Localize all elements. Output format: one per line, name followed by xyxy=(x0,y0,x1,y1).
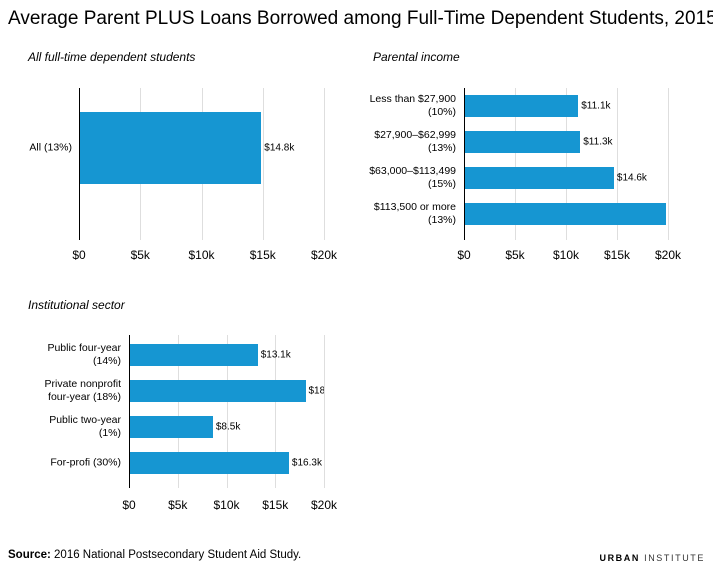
grid-line xyxy=(226,335,228,488)
x-tick-label: $0 xyxy=(72,248,86,262)
grid-line xyxy=(324,335,325,488)
grid-line xyxy=(177,335,179,488)
grid-line xyxy=(566,88,567,240)
y-axis-line xyxy=(79,88,80,240)
subplot-title: Parental income xyxy=(373,50,460,64)
y-tick-label: For-profi (30%) xyxy=(50,456,121,469)
page-title: Average Parent PLUS Loans Borrowed among… xyxy=(8,8,713,29)
x-tick-label: $15k xyxy=(603,248,631,262)
value-label: $18 xyxy=(308,385,325,397)
grid-line xyxy=(262,88,264,240)
source-label: Source: xyxy=(8,549,51,561)
logo-bold: URBAN xyxy=(599,553,640,563)
y-tick-label: $63,000–$113,499 (15%) xyxy=(369,165,456,190)
y-tick-label: Private nonprofit four-year (18%) xyxy=(44,378,121,403)
x-tick-label: $0 xyxy=(457,248,471,262)
value-label: $8.5k xyxy=(215,421,241,433)
plot-area: $11.1k $11.3k $14.6k xyxy=(464,0,668,569)
bar xyxy=(130,452,289,474)
x-tick-label: $20k xyxy=(310,498,338,512)
x-tick-label: $10k xyxy=(213,498,240,512)
logo: URBAN INSTITUTE xyxy=(599,553,705,563)
x-tick-label: $15k xyxy=(262,498,289,512)
x-tick-label: $5k xyxy=(130,248,150,262)
logo-light: INSTITUTE xyxy=(644,553,705,563)
value-label: $16.3k xyxy=(291,457,322,469)
value-label: $14.6k xyxy=(616,172,647,184)
y-tick-label: Less than $27,900 (10%) xyxy=(369,93,456,118)
bar xyxy=(465,167,614,189)
grid-line xyxy=(668,88,669,240)
value-label: $11.3k xyxy=(583,136,613,148)
value-label: $13.1k xyxy=(260,349,291,361)
value-label: $11.1k xyxy=(581,100,611,112)
grid-line xyxy=(324,88,325,240)
grid-line xyxy=(275,335,277,488)
bar xyxy=(465,95,579,117)
subplot-title: Institutional sector xyxy=(28,298,125,312)
bar xyxy=(465,131,581,153)
bar xyxy=(130,380,306,402)
y-axis-line xyxy=(464,88,465,240)
subplot-title: All full-time dependent students xyxy=(28,50,196,64)
x-tick-label: $20k xyxy=(654,248,682,262)
y-tick-label: $113,500 or more (13%) xyxy=(373,201,456,226)
bar xyxy=(130,416,213,438)
plot-area: $14.8k xyxy=(79,0,324,569)
x-tick-label: $0 xyxy=(122,498,136,512)
y-tick-label: $27,900–$62,999 (13%) xyxy=(374,129,456,154)
grid-line xyxy=(617,88,618,240)
y-axis-line xyxy=(129,335,130,488)
y-tick-label: Public two-year (1%) xyxy=(49,414,121,439)
x-tick-label: $10k xyxy=(188,248,215,262)
y-tick-label: All (13%) xyxy=(29,141,72,154)
source-text: 2016 National Postsecondary Student Aid … xyxy=(54,549,302,561)
x-tick-label: $5k xyxy=(168,498,188,512)
grid-line xyxy=(515,88,516,240)
bar xyxy=(130,344,258,366)
bar xyxy=(465,203,666,225)
x-tick-label: $5k xyxy=(505,248,525,262)
bar xyxy=(80,112,262,184)
plot-area: $13.1k $18 $8.5k $16.3k xyxy=(129,0,324,569)
x-tick-label: $10k xyxy=(552,248,580,262)
y-tick-label: Public four-year (14%) xyxy=(47,342,121,367)
source: Source: 2016 National Postsecondary Stud… xyxy=(8,549,301,561)
x-tick-label: $20k xyxy=(310,248,338,262)
value-label: $14.8k xyxy=(264,142,295,154)
x-tick-label: $15k xyxy=(249,248,276,262)
